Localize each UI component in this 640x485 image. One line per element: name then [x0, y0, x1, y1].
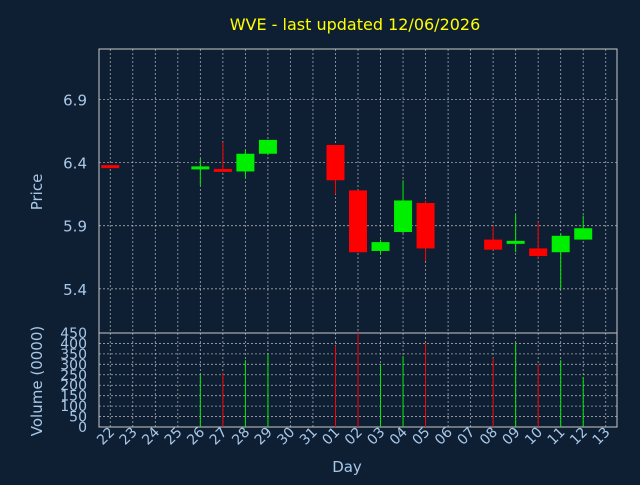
candle-body	[529, 248, 548, 257]
candle	[484, 225, 503, 250]
price-tick-label: 6.9	[63, 91, 87, 109]
volume-tick-label: 450	[60, 326, 87, 342]
volume-tick-label: 400	[60, 336, 87, 352]
candle-body	[349, 190, 367, 253]
candle-body	[101, 165, 120, 169]
x-tick-label: 01	[319, 425, 343, 449]
price-tick-label: 5.9	[63, 218, 87, 236]
price-tick-label: 5.4	[63, 281, 87, 299]
candle	[506, 214, 525, 253]
x-tick-label: 22	[94, 425, 118, 449]
candle	[529, 221, 548, 259]
candle-body	[258, 139, 277, 154]
candle	[236, 149, 255, 178]
candle	[416, 200, 435, 262]
price-tick-label: 6.4	[63, 155, 87, 173]
candle	[394, 180, 413, 234]
x-tick-label: 02	[342, 425, 366, 449]
x-tick-label: 04	[387, 424, 411, 448]
volume-tick-label: 250	[60, 368, 87, 384]
x-axis-label: Day	[332, 458, 362, 476]
x-tick-label: 06	[432, 424, 456, 448]
candle	[326, 144, 345, 195]
candle-body	[416, 202, 435, 249]
x-tick-label: 03	[364, 425, 388, 449]
candle-body	[236, 153, 255, 172]
volume-tick-label: 350	[60, 347, 87, 363]
x-tick-label: 26	[184, 424, 208, 448]
volume-tick-label: 200	[60, 378, 87, 394]
candle-body	[326, 144, 345, 181]
volume-tick-label: 50	[69, 410, 87, 426]
x-tick-label: 29	[252, 425, 276, 449]
x-tick-label: 08	[477, 425, 501, 449]
volume-tick-label: 100	[60, 399, 87, 415]
candle-body	[574, 228, 593, 240]
candle-body	[484, 239, 503, 250]
x-tick-label: 24	[139, 424, 163, 448]
candle-body	[394, 200, 413, 233]
candle-body	[191, 166, 210, 170]
x-tick-label: 05	[409, 425, 433, 449]
volume-axis-label: Volume (0000)	[28, 326, 46, 436]
volume-tick-label: 300	[60, 357, 87, 373]
candle	[551, 233, 570, 289]
price-axis-label: Price	[28, 174, 46, 211]
chart-title: WVE - last updated 12/06/2026	[230, 15, 481, 34]
candle	[258, 139, 277, 156]
x-tick-label: 13	[590, 425, 614, 449]
candle	[349, 190, 367, 253]
x-tick-label: 28	[229, 425, 253, 449]
x-tick-label: 27	[207, 425, 231, 449]
x-tick-label: 09	[500, 425, 524, 449]
candle	[191, 158, 210, 186]
candle	[574, 215, 593, 240]
candle	[371, 239, 390, 255]
volume-tick-label: 150	[60, 389, 87, 405]
candle-body	[506, 240, 525, 244]
x-tick-label: 31	[297, 425, 321, 449]
candle-body	[213, 168, 232, 172]
candle-body	[551, 235, 570, 253]
x-tick-label: 30	[274, 425, 298, 449]
x-tick-label: 25	[162, 425, 186, 449]
x-tick-label: 10	[522, 425, 546, 449]
x-tick-label: 12	[567, 425, 591, 449]
data-marks	[101, 139, 593, 427]
candle-body	[371, 242, 390, 251]
candle	[213, 142, 232, 172]
candle	[101, 165, 120, 169]
x-tick-label: 11	[545, 425, 569, 449]
x-tick-label: 07	[455, 425, 479, 449]
volume-tick-label: 0	[78, 420, 87, 436]
x-tick-label: 23	[117, 425, 141, 449]
